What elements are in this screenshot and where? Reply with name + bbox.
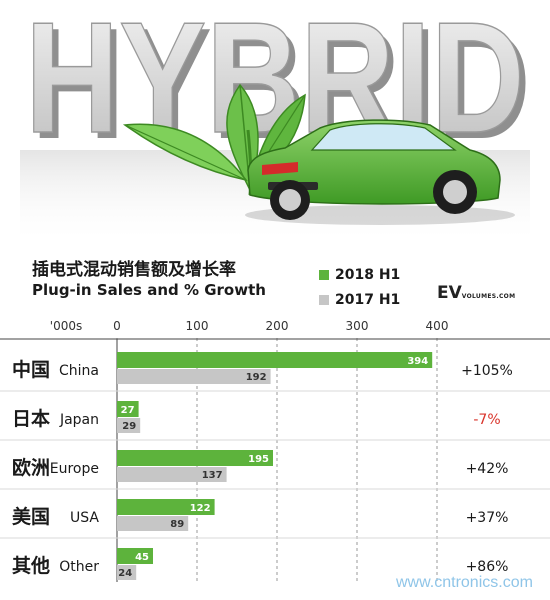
bar-2017-usa: [117, 516, 189, 531]
legend-item-2017: 2017 H1: [319, 292, 400, 308]
bar-label-2018-china: 394: [407, 356, 428, 367]
chart-title: 插电式混动销售额及增长率: [32, 260, 236, 280]
category-en-usa: USA: [70, 510, 99, 526]
bar-2018-japan: [117, 401, 139, 417]
category-en-europe: Europe: [50, 461, 99, 477]
bar-label-2018-usa: 122: [190, 503, 211, 514]
bar-label-2017-china: 192: [246, 372, 267, 383]
x-tick-label-200: 200: [266, 319, 289, 333]
x-tick-label-300: 300: [346, 319, 369, 333]
bar-label-2017-japan: 29: [122, 421, 136, 432]
legend-label-2018: 2018 H1: [335, 267, 401, 283]
bar-label-2017-europe: 137: [202, 470, 223, 481]
bar-label-2018-japan: 27: [121, 405, 135, 416]
bar-label-2018-europe: 195: [248, 454, 269, 465]
bar-2018-china: [117, 352, 433, 368]
category-cn-china: 中国: [12, 358, 50, 381]
growth-europe: +42%: [466, 461, 509, 477]
growth-china: +105%: [461, 363, 513, 379]
bar-2018-other: [117, 548, 153, 564]
x-tick-label-100: 100: [186, 319, 209, 333]
bar-label-2017-usa: 89: [170, 519, 184, 530]
sales-bar-chart: '000s 0 100 200 300 400 中国 China 394 192 +105% 日本 Ja…: [0, 319, 550, 582]
watermark: www.cntronics.com: [396, 574, 533, 591]
chart-subtitle: Plug-in Sales and % Growth: [32, 281, 266, 299]
category-cn-other: 其他: [12, 554, 50, 577]
green-car: [245, 119, 515, 225]
bar-label-2018-other: 45: [135, 552, 149, 563]
bar-2018-europe: [117, 450, 273, 466]
category-cn-usa: 美国: [12, 505, 50, 528]
hybrid-car-illustration: HYBRID HYBRID: [20, 0, 531, 245]
growth-japan: -7%: [473, 412, 500, 428]
legend-label-2017: 2017 H1: [335, 292, 401, 308]
bar-2018-usa: [117, 499, 215, 515]
growth-other: +86%: [466, 559, 509, 575]
bar-2017-china: [117, 369, 271, 384]
bar-label-2017-other: 24: [118, 568, 132, 579]
x-tick-label-400: 400: [426, 319, 449, 333]
legend-swatch-2018: [319, 270, 329, 280]
x-tick-label-0: 0: [113, 319, 121, 333]
category-en-china: China: [59, 363, 99, 379]
ev-volumes-logo: EVVOLUMES.COM: [437, 283, 515, 303]
category-en-other: Other: [59, 559, 99, 575]
bar-2017-other: [117, 565, 137, 580]
growth-usa: +37%: [466, 510, 509, 526]
bar-2017-europe: [117, 467, 227, 482]
ev-logo-main: EV: [437, 283, 462, 303]
legend-item-2018: 2018 H1: [319, 267, 400, 283]
legend-swatch-2017: [319, 295, 329, 305]
category-cn-japan: 日本: [12, 407, 50, 430]
bar-2017-japan: [117, 418, 141, 433]
unit-label: '000s: [50, 319, 82, 333]
category-en-japan: Japan: [59, 412, 99, 428]
ev-logo-sub: VOLUMES.COM: [461, 293, 516, 300]
category-cn-europe: 欧洲: [12, 456, 50, 479]
